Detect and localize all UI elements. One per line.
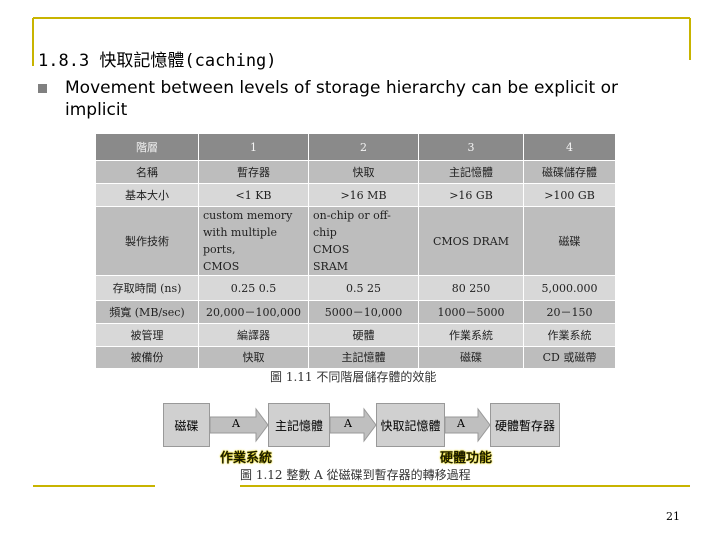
- table-cell: 階層: [95, 133, 199, 161]
- table-cell: 20,000－100,000: [198, 300, 309, 324]
- table-cell: 1: [198, 133, 309, 161]
- table-cell: 名稱: [95, 160, 199, 184]
- table-caption: 圖 1.11 不同階層儲存體的效能: [270, 370, 437, 384]
- table-cell: >100 GB: [523, 183, 616, 207]
- page-number: 21: [666, 510, 680, 523]
- diagram-node: 主記憶體: [268, 403, 330, 447]
- table-cell: 主記憶體: [418, 160, 524, 184]
- table-row: 製作技術 custom memory with multiple ports, C…: [95, 206, 616, 276]
- table-cell: 頻寬 (MB/sec): [95, 300, 199, 324]
- table-cell: 製作技術: [95, 206, 199, 276]
- table-cell: 20－150: [523, 300, 616, 324]
- edge-label: A: [232, 417, 240, 430]
- edge-label: A: [344, 417, 352, 430]
- table-cell: <1 KB: [198, 183, 309, 207]
- table-cell: CD 或磁帶: [523, 346, 616, 369]
- table-cell: 80 250: [418, 275, 524, 301]
- table-cell: on-chip or off-chip CMOS SRAM: [308, 206, 419, 276]
- table-cell: 0.25 0.5: [198, 275, 309, 301]
- table-row: 被備份 快取 主記憶體 磁碟 CD 或磁帶: [95, 346, 616, 369]
- table-row: 存取時間 (ns) 0.25 0.5 0.5 25 80 250 5,000.000: [95, 275, 616, 301]
- table-cell: 磁碟儲存體: [523, 160, 616, 184]
- table-cell: 被備份: [95, 346, 199, 369]
- storage-table: 階層 1 2 3 4 名稱 暫存器 快取 主記憶體 磁碟儲存體 基本大小 <1 KB >16 MB >16…: [95, 133, 616, 369]
- table-cell: 0.5 25: [308, 275, 419, 301]
- table-cell: 編譯器: [198, 323, 309, 347]
- table-row: 被管理 編譯器 硬體 作業系統 作業系統: [95, 323, 616, 347]
- table-cell: 作業系統: [523, 323, 616, 347]
- table-cell: 被管理: [95, 323, 199, 347]
- table-cell: 1000－5000: [418, 300, 524, 324]
- table-cell: 作業系統: [418, 323, 524, 347]
- table-row: 基本大小 <1 KB >16 MB >16 GB >100 GB: [95, 183, 616, 207]
- table-cell: 2: [308, 133, 419, 161]
- table-cell: CMOS DRAM: [418, 206, 524, 276]
- table-cell: >16 GB: [418, 183, 524, 207]
- bullet-text: Movement between levels of storage hiera…: [65, 78, 618, 120]
- table-cell: 4: [523, 133, 616, 161]
- table-cell: >16 MB: [308, 183, 419, 207]
- table-cell: 磁碟: [418, 346, 524, 369]
- bullet-marker: [38, 84, 47, 93]
- table-cell: custom memory with multiple ports, CMOS: [198, 206, 309, 276]
- table-cell: 磁碟: [523, 206, 616, 276]
- diagram-caption: 圖 1.12 整數 A 從磁碟到暫存器的轉移過程: [240, 468, 471, 482]
- slide-title: 1.8.3 快取記憶體(caching): [38, 51, 277, 71]
- table-cell: 暫存器: [198, 160, 309, 184]
- edge-label: A: [457, 417, 465, 430]
- diagram-node: 磁碟: [163, 403, 210, 447]
- table-cell: 5000－10,000: [308, 300, 419, 324]
- table-row: 階層 1 2 3 4: [95, 133, 616, 161]
- table-cell: 3: [418, 133, 524, 161]
- diagram-node: 快取記憶體: [376, 403, 445, 447]
- diagram-annotation: 作業系統: [220, 451, 273, 466]
- table-cell: 存取時間 (ns): [95, 275, 199, 301]
- table-cell: 快取: [308, 160, 419, 184]
- table-row: 頻寬 (MB/sec) 20,000－100,000 5000－10,000 1000…: [95, 300, 616, 324]
- table-row: 名稱 暫存器 快取 主記憶體 磁碟儲存體: [95, 160, 616, 184]
- table-cell: 基本大小: [95, 183, 199, 207]
- table-cell: 5,000.000: [523, 275, 616, 301]
- table-cell: 硬體: [308, 323, 419, 347]
- table-cell: 快取: [198, 346, 309, 369]
- diagram-node: 硬體暫存器: [490, 403, 560, 447]
- diagram-annotation: 硬體功能: [440, 451, 493, 466]
- table-cell: 主記憶體: [308, 346, 419, 369]
